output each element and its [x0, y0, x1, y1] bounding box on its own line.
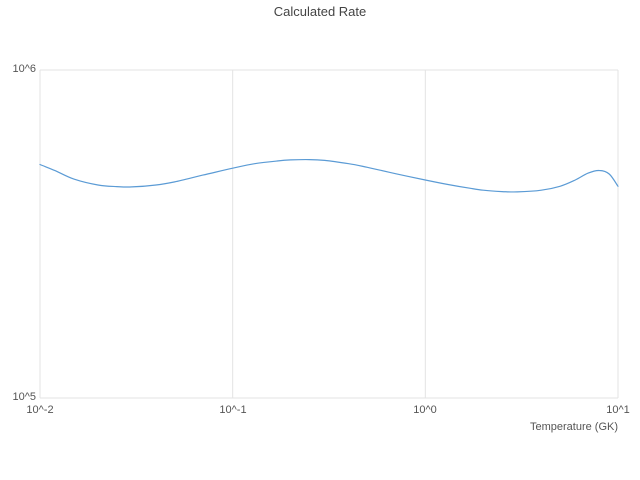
y-tick-1e6: 10^6: [12, 63, 36, 75]
x-axis-title: Temperature (GK): [529, 421, 618, 433]
series-line: [39, 158, 619, 193]
x-tick-1e0: 10^0: [413, 404, 437, 416]
chart-title: Calculated Rate: [273, 4, 367, 19]
gridlines: [39, 69, 619, 399]
x-tick-1e-2: 10^-2: [26, 404, 54, 416]
x-tick-1e-1: 10^-1: [219, 404, 247, 416]
y-tick-1e5: 10^5: [12, 391, 36, 403]
x-tick-1e1: 10^1: [606, 404, 630, 416]
